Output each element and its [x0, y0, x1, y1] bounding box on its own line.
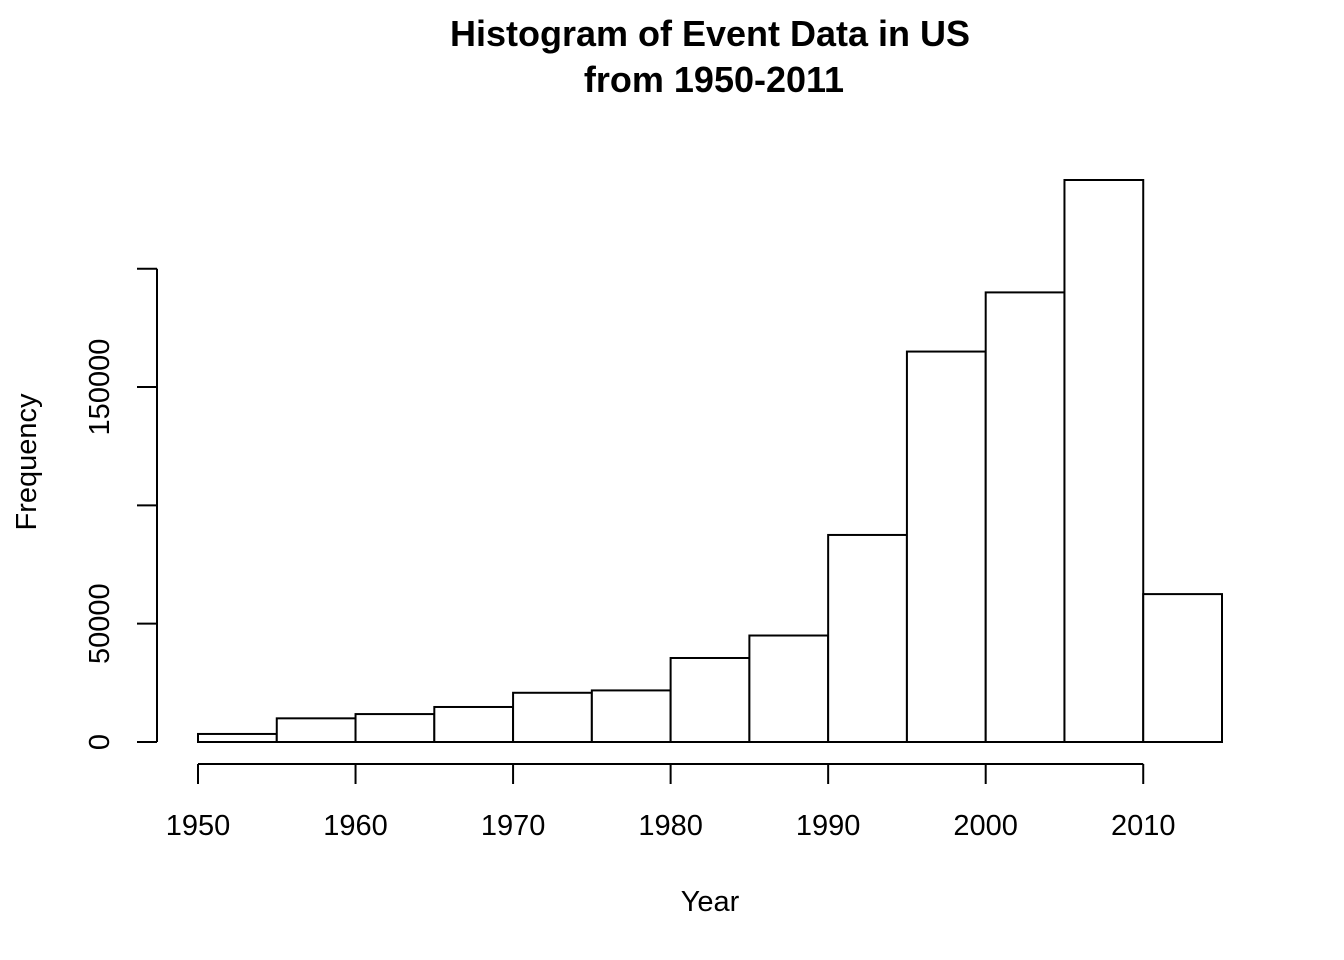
chart-title-line-2: from 1950-2011 — [584, 59, 844, 100]
x-tick-label: 1970 — [481, 810, 546, 842]
histogram-bar — [590, 689, 672, 743]
bars-group — [197, 179, 1223, 744]
x-tick-label: 2000 — [953, 810, 1018, 842]
y-tick-label: 50000 — [84, 583, 116, 664]
histogram-bar — [669, 656, 751, 743]
chart-title-line-1: Histogram of Event Data in US — [450, 13, 970, 54]
histogram-bar — [984, 291, 1066, 743]
histogram-bar — [748, 634, 830, 744]
x-tick-label: 1960 — [323, 810, 388, 842]
histogram-bar — [433, 705, 515, 743]
x-axis: 1950 1960 1970 1980 1990 2000 2010 — [166, 763, 1176, 842]
x-tick-label: 1950 — [166, 810, 231, 842]
x-tick-label: 1980 — [638, 810, 703, 842]
histogram-bar — [354, 713, 436, 743]
y-axis: 0 50000 150000 — [84, 267, 158, 750]
histogram-bar — [1063, 179, 1145, 743]
histogram-bar — [1142, 593, 1223, 744]
y-tick-label: 0 — [84, 734, 116, 750]
x-tick-label: 1990 — [796, 810, 861, 842]
histogram-bar — [512, 691, 593, 744]
histogram-bar — [827, 533, 908, 744]
histogram-bar — [275, 717, 357, 744]
x-tick-label: 2010 — [1111, 810, 1176, 842]
y-axis-title: Frequency — [11, 393, 43, 531]
histogram-bar — [905, 350, 987, 743]
histogram-bar — [197, 732, 278, 744]
x-axis-title: Year — [681, 886, 740, 918]
y-tick-label: 150000 — [84, 339, 116, 436]
